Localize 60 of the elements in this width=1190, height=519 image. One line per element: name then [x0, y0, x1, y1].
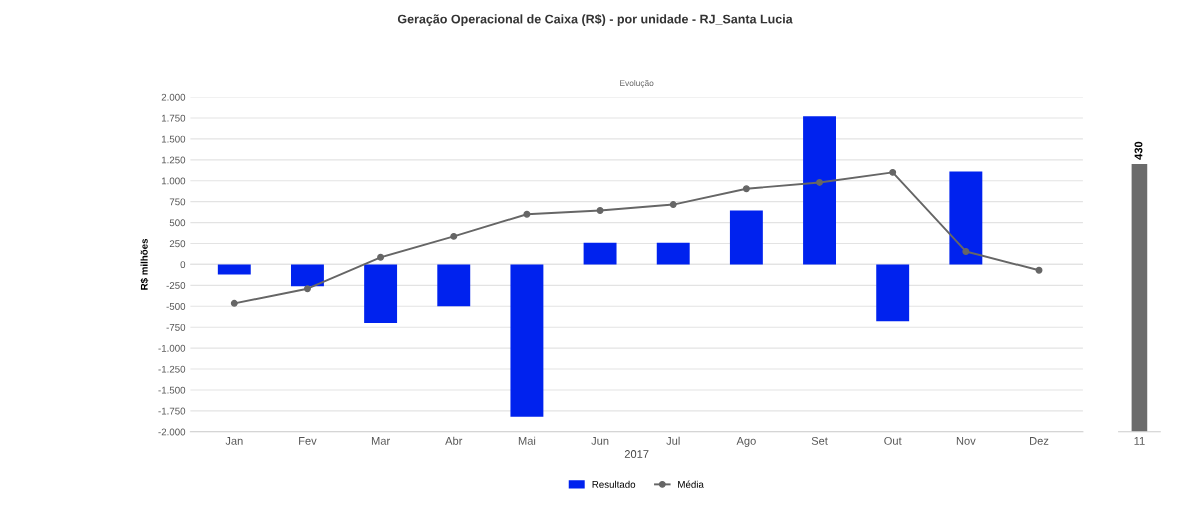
- x-tick-label: Jan: [225, 437, 243, 445]
- bar: [217, 264, 251, 275]
- bar: [803, 116, 836, 265]
- bar: [949, 171, 983, 265]
- point: [1035, 266, 1043, 274]
- bar: [656, 242, 690, 265]
- point: [742, 185, 750, 193]
- point: [669, 201, 677, 209]
- point: [962, 247, 970, 255]
- x-tick-label: Ago: [736, 437, 756, 448]
- bar: [437, 264, 471, 307]
- bar: [290, 264, 324, 287]
- chart-title: Geração Operacional de Caixa (R$) - por unidade - RJ_Santa Lucia: [397, 14, 793, 26]
- y-tick-label: 2.000: [161, 93, 186, 101]
- y-tick-label: 0: [180, 261, 186, 269]
- y-axis-title: R$ milhões: [140, 238, 149, 290]
- y-tick-label: -250: [166, 282, 186, 289]
- point: [377, 253, 385, 261]
- point: [816, 178, 824, 186]
- y-tick-label: -1.250: [158, 365, 186, 373]
- y-tick-label: 750: [169, 198, 186, 206]
- y-tick-label: -1.000: [158, 344, 186, 352]
- x-tick-label: Jul: [666, 436, 680, 445]
- legend-label: Média: [678, 480, 704, 488]
- y-tick-label: -2.000: [158, 428, 186, 436]
- bar: [583, 242, 617, 265]
- legend-label: Resultado: [592, 480, 636, 488]
- x-tick-label: Dez: [1030, 437, 1049, 445]
- y-tick-label: -750: [166, 323, 186, 331]
- y-tick-label: -1.750: [158, 407, 186, 415]
- y-tick-label: -1.500: [158, 386, 186, 394]
- bar: [876, 264, 910, 322]
- y-tick-label: 500: [169, 219, 186, 227]
- data-label: 430: [1134, 141, 1143, 160]
- point: [889, 168, 897, 176]
- point: [230, 299, 238, 307]
- x-tick-label: Abr: [445, 436, 463, 445]
- x-axis-title: 2017: [624, 450, 649, 458]
- x-tick-label: Set: [811, 436, 828, 445]
- y-tick-label: 1.000: [161, 177, 186, 185]
- x-tick-label: Jun: [591, 437, 609, 445]
- y-tick-label: 1.500: [161, 135, 186, 143]
- point: [596, 206, 604, 214]
- x-tick-label: 11: [1134, 437, 1145, 445]
- bar: [729, 210, 763, 265]
- x-tick-label: Nov: [956, 437, 976, 445]
- bar: [510, 264, 544, 417]
- y-tick-label: 250: [169, 240, 186, 248]
- x-tick-label: Mar: [371, 437, 390, 445]
- y-tick-label: 1.750: [161, 114, 186, 122]
- point: [523, 210, 531, 218]
- y-tick-label: -500: [166, 303, 186, 310]
- bar: [364, 264, 398, 324]
- x-tick-label: Mai: [518, 436, 536, 445]
- y-tick-label: 1.250: [161, 156, 186, 164]
- chart-subtitle: Evolução: [620, 79, 654, 88]
- x-tick-label: Fev: [299, 437, 317, 445]
- x-tick-label: Out: [884, 436, 902, 445]
- point: [450, 232, 458, 240]
- point: [303, 285, 311, 293]
